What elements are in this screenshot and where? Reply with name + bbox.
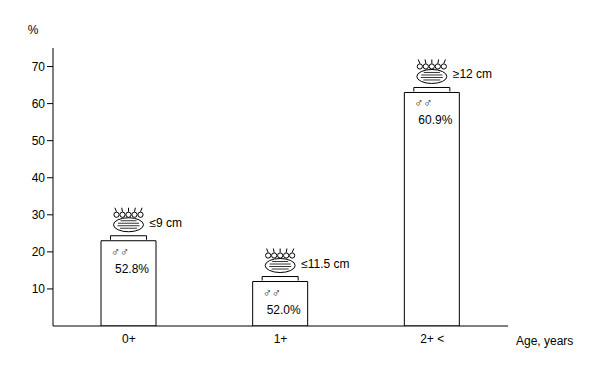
svg-text:60: 60: [32, 97, 46, 111]
svg-text:♂♂: ♂♂: [111, 245, 129, 259]
svg-text:♂♂: ♂♂: [414, 96, 432, 110]
svg-text:≥12 cm: ≥12 cm: [453, 67, 492, 81]
svg-text:≤9 cm: ≤9 cm: [150, 216, 183, 230]
svg-text:Age, years: Age, years: [516, 334, 573, 348]
svg-text:70: 70: [32, 60, 46, 74]
svg-text:30: 30: [32, 208, 46, 222]
svg-text:20: 20: [32, 245, 46, 259]
svg-text:10: 10: [32, 282, 46, 296]
svg-text:50: 50: [32, 134, 46, 148]
svg-text:≤11.5 cm: ≤11.5 cm: [301, 257, 349, 271]
svg-text:2+ <: 2+ <: [420, 332, 444, 346]
svg-text:40: 40: [32, 171, 46, 185]
svg-text:♂♂: ♂♂: [263, 286, 281, 300]
svg-text:52.0%: 52.0%: [267, 303, 301, 317]
svg-text:0+: 0+: [122, 332, 136, 346]
svg-text:1+: 1+: [274, 332, 288, 346]
svg-text:52.8%: 52.8%: [115, 262, 149, 276]
svg-text:60.9%: 60.9%: [418, 113, 452, 127]
svg-text:%: %: [28, 23, 39, 37]
